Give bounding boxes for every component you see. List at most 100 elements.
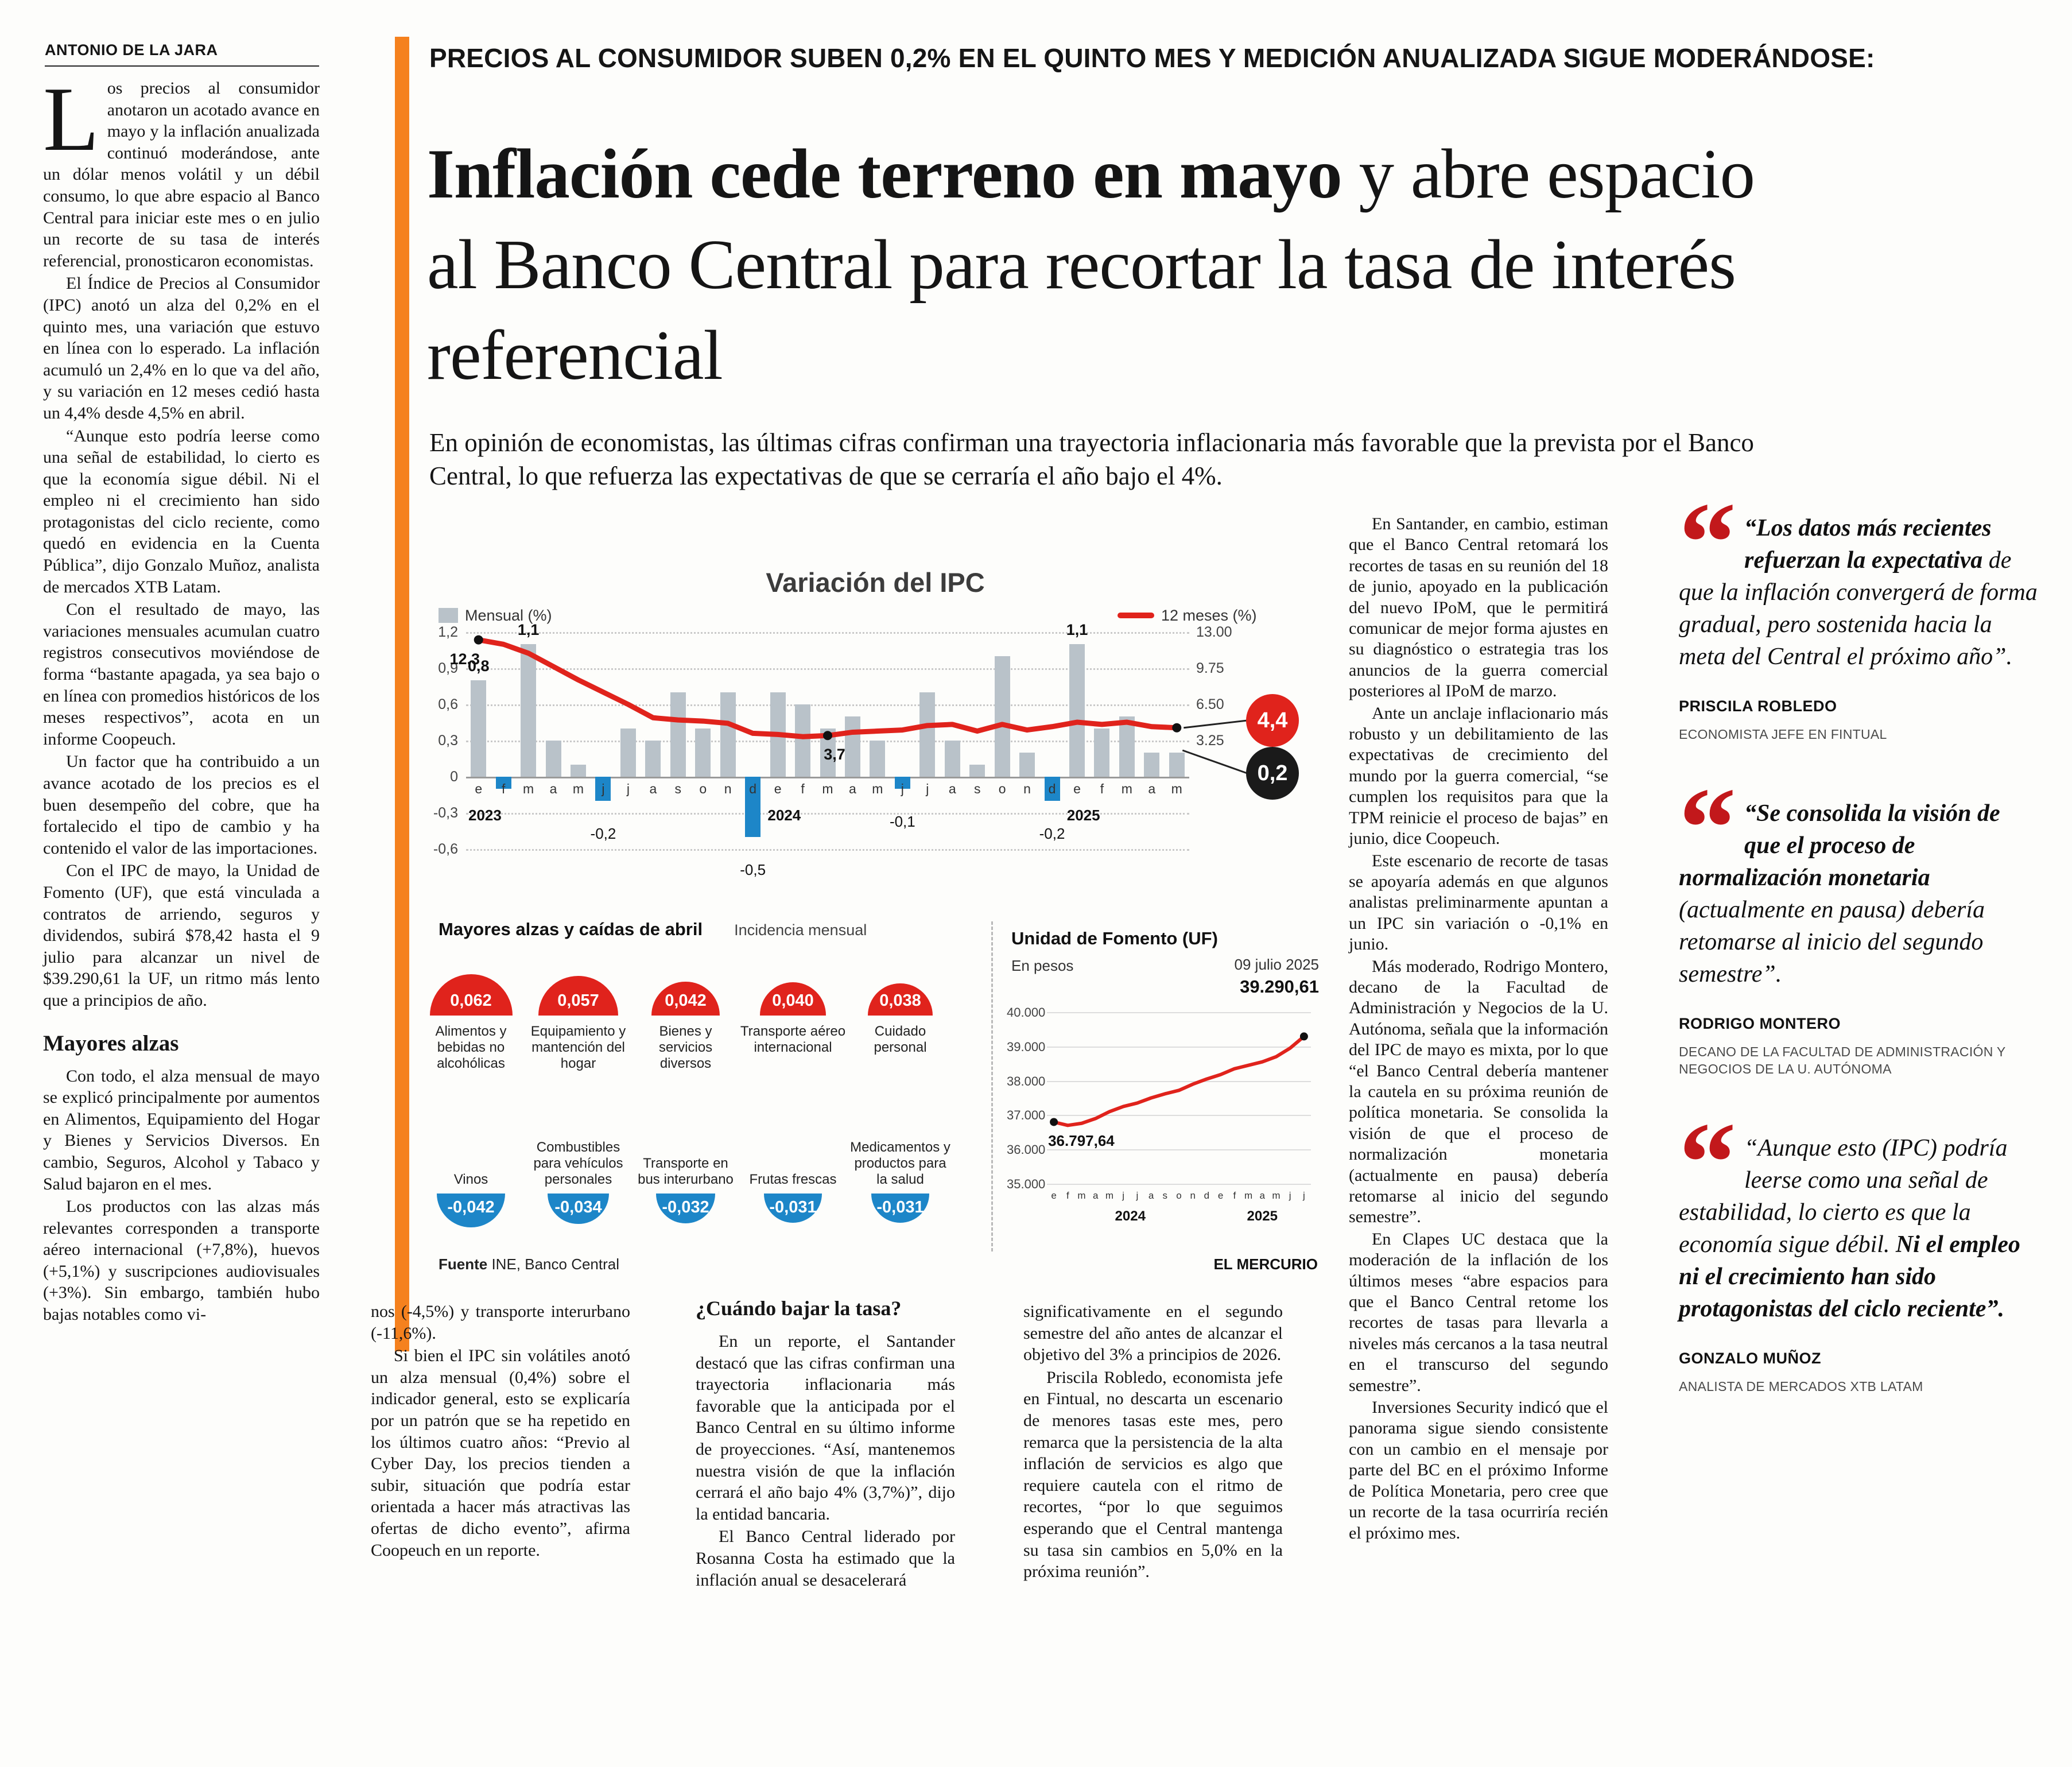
uf-x-month: e [1051, 1190, 1057, 1201]
paragraph: En Clapes UC destaca que la moderación d… [1349, 1229, 1608, 1395]
x-axis-year: 2023 [468, 807, 502, 824]
uf-grid-line [1047, 1080, 1311, 1082]
quote-mark-icon: “ [1679, 1099, 1736, 1226]
x-axis-month: m [1171, 781, 1182, 796]
uf-line-series [1050, 1032, 1308, 1127]
incidence-down-label: Frutas frescas [749, 1172, 837, 1187]
ipc-chart-plot: 1,2 0,9 0,6 0,3 0 -0,3 -0,6 13.00 9.75 6.50 3.25 e f… [426, 621, 1325, 979]
paragraph: “Aunque esto podría leerse como una seña… [43, 426, 320, 596]
uf-x-month: m [1077, 1190, 1086, 1201]
bar-month [695, 728, 711, 777]
x-axis-month: j [626, 781, 630, 796]
bar-month [919, 692, 936, 777]
uf-y-label: 35.000 [1007, 1177, 1046, 1191]
x-axis-month: j [602, 781, 605, 796]
x-axis-month: d [749, 781, 757, 796]
uf-x-month: o [1176, 1190, 1182, 1201]
paragraph: Con el IPC de mayo, la Unidad de Fomento… [43, 861, 320, 1010]
paragraph: Con el resultado de mayo, las variacione… [43, 600, 320, 749]
headline: Inflación cede terreno en mayo y abre es… [427, 129, 1816, 401]
paragraph: Un factor que ha contribuido a un avance… [43, 752, 320, 858]
uf-chart-plot: 40.000 39.000 38.000 37.000 36.000 35.000 e f m a… [1007, 1005, 1325, 1251]
bar-month [969, 765, 985, 777]
line-value-label: 12,3 [449, 650, 480, 668]
bar-month [595, 777, 611, 801]
incidence-down-value: -0,042 [447, 1198, 495, 1216]
quote-mark-icon: “ [1679, 765, 1736, 892]
uf-chart-title: Unidad de Fomento (UF) [1011, 928, 1218, 948]
y-axis-label-right: 3.25 [1196, 733, 1224, 749]
uf-chart-subtitle: En pesos [1011, 957, 1074, 974]
chart-title: Variación del IPC [766, 567, 985, 598]
deck: En opinión de economistas, las últimas c… [429, 428, 1754, 490]
kicker: PRECIOS AL CONSUMIDOR SUBEN 0,2% EN EL Q… [429, 43, 1875, 73]
x-axis-month: m [523, 781, 534, 796]
x-axis-month: j [926, 781, 929, 796]
x-axis-year: 2024 [767, 807, 801, 824]
uf-x-month: m [1244, 1190, 1253, 1201]
paragraph-text: os precios al consumidor anotaron un aco… [43, 79, 320, 270]
x-axis-month: e [774, 781, 782, 796]
quote-text: Ni el empleo ni el crecimiento han sido … [1679, 1231, 2020, 1322]
bar-value-label: 0,8 [467, 657, 490, 675]
bar-month [1019, 753, 1035, 777]
bar-month [620, 728, 636, 777]
bar-month [1169, 753, 1185, 777]
uf-x-year: 2025 [1247, 1208, 1278, 1224]
uf-grid-line [1047, 1115, 1311, 1117]
y-axis-label-right: 6.50 [1196, 696, 1224, 712]
grid-line [466, 668, 1189, 670]
uf-x-month: m [1272, 1190, 1281, 1201]
bar-month [645, 741, 661, 777]
uf-x-month: d [1204, 1190, 1210, 1201]
y-axis-label-right: 13.00 [1196, 624, 1232, 640]
x-axis-month: o [998, 781, 1006, 796]
x-axis-month: n [724, 781, 732, 796]
bar-month [1119, 716, 1135, 777]
headline-rest: y abre espacio al Banco Central para rec… [427, 134, 1755, 395]
uf-x-month: e [1217, 1190, 1224, 1201]
uf-x-month: m [1105, 1190, 1114, 1201]
quote-attribution-name: RODRIGO MONTERO [1679, 1015, 1841, 1032]
uf-y-label: 39.000 [1007, 1039, 1046, 1054]
author-byline: ANTONIO DE LA JARA [45, 41, 218, 59]
x-axis-month: m [572, 781, 584, 796]
quote-text: de que la inflación convergerá de forma … [1679, 547, 2038, 670]
bar-month [471, 680, 487, 777]
paragraph: Los productos con las alzas más relevant… [43, 1197, 320, 1324]
bar-value-label: 1,1 [1066, 621, 1088, 638]
infographic: Variación del IPC Mensual (%) 12 meses (… [426, 554, 1325, 1278]
uf-x-month: s [1162, 1190, 1168, 1201]
incidence-up-label: Bienes y servicios diversos [658, 1024, 713, 1071]
y-axis-label-left: 0,3 [438, 733, 458, 749]
quote-attribution-name: GONZALO MUÑOZ [1679, 1350, 1821, 1367]
x-axis-month: f [1100, 781, 1104, 796]
quote-text: “Aunque esto (IPC) podría leerse como un… [1679, 1135, 2008, 1258]
uf-x-month: f [1233, 1190, 1236, 1201]
uf-y-label: 37.000 [1007, 1108, 1046, 1123]
bar-month [894, 777, 910, 789]
paragraph: Priscila Robledo, economista jefe en Fin… [1023, 1367, 1283, 1582]
uf-x-year: 2024 [1115, 1208, 1146, 1224]
uf-x-month: j [1136, 1190, 1139, 1201]
incidence-up-label: Transporte aéreo internacional [740, 1024, 846, 1055]
bar-value-label: -0,2 [1039, 825, 1065, 842]
legend-label: 12 meses (%) [1161, 607, 1257, 624]
uf-x-month: j [1122, 1190, 1125, 1201]
x-axis-month: f [801, 781, 805, 796]
paragraph: Ante un anclaje inflacionario más robust… [1349, 703, 1608, 848]
bar-month [521, 644, 537, 777]
bar-month [745, 777, 761, 837]
bar-month [545, 741, 561, 777]
section-head-cuando-bajar-la-tasa: ¿Cuándo bajar la tasa? [696, 1297, 902, 1320]
incidence-chart: 0,062 Alimentos y bebidas no alcohólicas 0… [426, 949, 968, 1247]
quote-text: “Los datos más recientes refuerzan la ex… [1744, 515, 1992, 574]
incidence-up-label: Alimentos y bebidas no alcohólicas [435, 1024, 507, 1071]
incidence-down-value: -0,034 [554, 1198, 602, 1216]
bar-month [1144, 753, 1160, 777]
incidence-title: Mayores alzas y caídas de abril [439, 919, 703, 939]
pull-quote: ““Se consolida la visión de que el proce… [1679, 771, 2042, 1078]
source-label: Fuente [439, 1256, 488, 1273]
bar-month [795, 704, 811, 777]
